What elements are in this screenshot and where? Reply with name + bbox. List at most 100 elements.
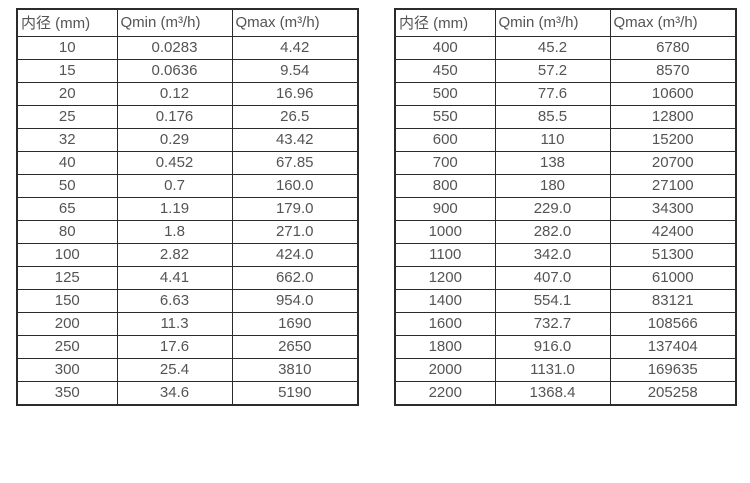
table-cell: 954.0 xyxy=(231,289,359,313)
table-cell: 5190 xyxy=(231,381,359,406)
table-cell: 2200 xyxy=(394,381,496,406)
table-row: 600 110 15200 xyxy=(394,128,737,152)
table-row: 2000 1131.0 169635 xyxy=(394,358,737,382)
header-cell: 内径 (mm) xyxy=(16,8,118,37)
table-cell: 32 xyxy=(16,128,118,152)
table-cell: 400 xyxy=(394,36,496,60)
table-cell: 350 xyxy=(16,381,118,406)
table-cell: 180 xyxy=(494,174,611,198)
table-cell: 15 xyxy=(16,59,118,83)
table-cell: 40 xyxy=(16,151,118,175)
table-cell: 550 xyxy=(394,105,496,129)
header-cell: Qmin (m³/h) xyxy=(116,8,233,37)
table-cell: 125 xyxy=(16,266,118,290)
table-row: 10 0.0283 4.42 xyxy=(16,36,359,60)
table-row: 350 34.6 5190 xyxy=(16,381,359,406)
table-cell: 43.42 xyxy=(231,128,359,152)
table-cell: 0.29 xyxy=(116,128,233,152)
table-cell: 342.0 xyxy=(494,243,611,267)
table-row: 1400 554.1 83121 xyxy=(394,289,737,313)
table-row: 1000 282.0 42400 xyxy=(394,220,737,244)
table-cell: 916.0 xyxy=(494,335,611,359)
header-cell: Qmax (m³/h) xyxy=(231,8,359,37)
table-cell: 1100 xyxy=(394,243,496,267)
table-cell: 4.42 xyxy=(231,36,359,60)
table-cell: 2650 xyxy=(231,335,359,359)
table-row: 2200 1368.4 205258 xyxy=(394,381,737,406)
table-row: 1200 407.0 61000 xyxy=(394,266,737,290)
header-cell: Qmax (m³/h) xyxy=(609,8,737,37)
table-cell: 1.19 xyxy=(116,197,233,221)
table-cell: 16.96 xyxy=(231,82,359,106)
table-cell: 179.0 xyxy=(231,197,359,221)
table-cell: 1368.4 xyxy=(494,381,611,406)
table-cell: 1200 xyxy=(394,266,496,290)
table-cell: 10600 xyxy=(609,82,737,106)
table-cell: 137404 xyxy=(609,335,737,359)
table-row: 15 0.0636 9.54 xyxy=(16,59,359,83)
table-row: 1600 732.7 108566 xyxy=(394,312,737,336)
table-cell: 205258 xyxy=(609,381,737,406)
table-row: 125 4.41 662.0 xyxy=(16,266,359,290)
table-row: 800 180 27100 xyxy=(394,174,737,198)
table-cell: 300 xyxy=(16,358,118,382)
table-cell: 85.5 xyxy=(494,105,611,129)
table-cell: 138 xyxy=(494,151,611,175)
table-cell: 229.0 xyxy=(494,197,611,221)
table-row: 80 1.8 271.0 xyxy=(16,220,359,244)
table-cell: 6780 xyxy=(609,36,737,60)
table-cell: 160.0 xyxy=(231,174,359,198)
table-cell: 662.0 xyxy=(231,266,359,290)
table-cell: 80 xyxy=(16,220,118,244)
table-row: 100 2.82 424.0 xyxy=(16,243,359,267)
table-cell: 1.8 xyxy=(116,220,233,244)
table-cell: 1000 xyxy=(394,220,496,244)
table-row: 25 0.176 26.5 xyxy=(16,105,359,129)
table-cell: 12800 xyxy=(609,105,737,129)
table-cell: 250 xyxy=(16,335,118,359)
table-row: 50 0.7 160.0 xyxy=(16,174,359,198)
table-cell: 83121 xyxy=(609,289,737,313)
table-header-row: 内径 (mm) Qmin (m³/h) Qmax (m³/h) xyxy=(394,8,737,37)
table-cell: 17.6 xyxy=(116,335,233,359)
table-cell: 450 xyxy=(394,59,496,83)
table-cell: 900 xyxy=(394,197,496,221)
table-cell: 700 xyxy=(394,151,496,175)
table-row: 300 25.4 3810 xyxy=(16,358,359,382)
table-cell: 57.2 xyxy=(494,59,611,83)
table-cell: 169635 xyxy=(609,358,737,382)
table-cell: 8570 xyxy=(609,59,737,83)
table-row: 1100 342.0 51300 xyxy=(394,243,737,267)
table-cell: 424.0 xyxy=(231,243,359,267)
table-cell: 1400 xyxy=(394,289,496,313)
table-cell: 20 xyxy=(16,82,118,106)
table-cell: 45.2 xyxy=(494,36,611,60)
table-row: 250 17.6 2650 xyxy=(16,335,359,359)
table-row: 32 0.29 43.42 xyxy=(16,128,359,152)
table-cell: 271.0 xyxy=(231,220,359,244)
table-cell: 108566 xyxy=(609,312,737,336)
table-cell: 0.0636 xyxy=(116,59,233,83)
table-cell: 1800 xyxy=(394,335,496,359)
table-cell: 0.7 xyxy=(116,174,233,198)
table-row: 400 45.2 6780 xyxy=(394,36,737,60)
table-cell: 3810 xyxy=(231,358,359,382)
table-cell: 0.176 xyxy=(116,105,233,129)
table-row: 200 11.3 1690 xyxy=(16,312,359,336)
flow-rate-table-small-diameters: 内径 (mm) Qmin (m³/h) Qmax (m³/h) 10 0.0283 4.… xyxy=(16,8,359,406)
table-cell: 200 xyxy=(16,312,118,336)
table-header-row: 内径 (mm) Qmin (m³/h) Qmax (m³/h) xyxy=(16,8,359,37)
table-cell: 51300 xyxy=(609,243,737,267)
table-cell: 0.12 xyxy=(116,82,233,106)
table-cell: 10 xyxy=(16,36,118,60)
header-cell: Qmin (m³/h) xyxy=(494,8,611,37)
table-cell: 34300 xyxy=(609,197,737,221)
table-cell: 15200 xyxy=(609,128,737,152)
table-cell: 61000 xyxy=(609,266,737,290)
table-cell: 554.1 xyxy=(494,289,611,313)
table-row: 550 85.5 12800 xyxy=(394,105,737,129)
table-cell: 9.54 xyxy=(231,59,359,83)
table-cell: 150 xyxy=(16,289,118,313)
table-row: 65 1.19 179.0 xyxy=(16,197,359,221)
